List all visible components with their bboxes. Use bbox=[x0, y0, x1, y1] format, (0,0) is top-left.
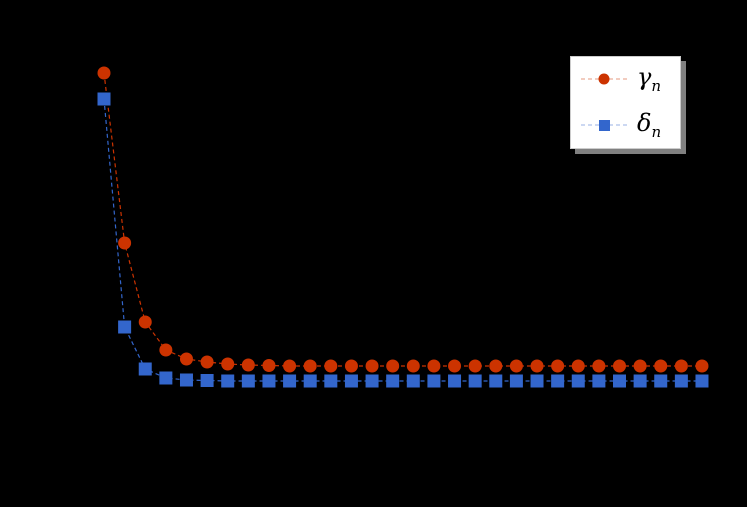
data-point bbox=[262, 374, 276, 388]
data-point bbox=[386, 359, 400, 373]
data-point bbox=[118, 236, 132, 250]
data-point bbox=[633, 359, 647, 373]
data-point bbox=[406, 359, 420, 373]
data-point bbox=[283, 374, 297, 388]
data-point bbox=[159, 343, 173, 357]
data-point bbox=[365, 374, 379, 388]
data-point bbox=[138, 362, 152, 376]
data-point bbox=[303, 374, 317, 388]
legend-label-gamma: γn bbox=[637, 63, 662, 95]
data-point bbox=[427, 374, 441, 388]
data-point bbox=[633, 374, 647, 388]
chart-legend: γn δn bbox=[570, 56, 681, 149]
data-point bbox=[365, 359, 379, 373]
data-point bbox=[489, 359, 503, 373]
data-point bbox=[324, 374, 338, 388]
data-point bbox=[118, 320, 132, 334]
data-point bbox=[509, 374, 523, 388]
data-point bbox=[654, 359, 668, 373]
data-point bbox=[324, 359, 338, 373]
data-point bbox=[241, 374, 255, 388]
data-point bbox=[654, 374, 668, 388]
data-point bbox=[97, 92, 111, 106]
data-point bbox=[427, 359, 441, 373]
data-point bbox=[221, 374, 235, 388]
data-point bbox=[448, 359, 462, 373]
data-point bbox=[695, 359, 709, 373]
legend-label-delta: δn bbox=[637, 109, 662, 141]
data-point bbox=[221, 357, 235, 371]
data-point bbox=[386, 374, 400, 388]
data-point bbox=[592, 374, 606, 388]
square-marker-icon bbox=[581, 120, 627, 131]
data-point bbox=[159, 371, 173, 385]
data-point bbox=[551, 374, 565, 388]
data-point bbox=[179, 352, 193, 366]
data-point bbox=[448, 374, 462, 388]
data-point bbox=[241, 358, 255, 372]
data-point bbox=[97, 66, 111, 80]
data-point bbox=[283, 359, 297, 373]
data-point bbox=[179, 373, 193, 387]
data-point bbox=[613, 359, 626, 373]
data-point bbox=[551, 359, 565, 373]
data-point bbox=[344, 374, 358, 388]
data-point bbox=[674, 374, 688, 388]
legend-item-gamma: γn bbox=[571, 61, 680, 97]
data-point bbox=[468, 359, 482, 373]
data-point bbox=[138, 315, 152, 329]
data-point bbox=[571, 374, 585, 388]
data-point bbox=[613, 374, 626, 388]
data-point bbox=[344, 359, 358, 373]
data-point bbox=[200, 374, 214, 387]
data-point bbox=[530, 374, 544, 388]
circle-marker-icon bbox=[581, 73, 627, 85]
data-point bbox=[695, 374, 709, 388]
data-point bbox=[674, 359, 688, 373]
data-point bbox=[530, 359, 544, 373]
data-point bbox=[200, 355, 214, 369]
data-point bbox=[303, 359, 317, 373]
data-point bbox=[262, 359, 276, 372]
data-point bbox=[592, 359, 606, 373]
data-point bbox=[489, 374, 503, 388]
data-point bbox=[468, 374, 482, 388]
data-point bbox=[509, 359, 523, 373]
series-line-0 bbox=[103, 72, 702, 367]
legend-item-delta: δn bbox=[571, 107, 680, 143]
data-point bbox=[406, 374, 420, 388]
data-point bbox=[571, 359, 585, 373]
